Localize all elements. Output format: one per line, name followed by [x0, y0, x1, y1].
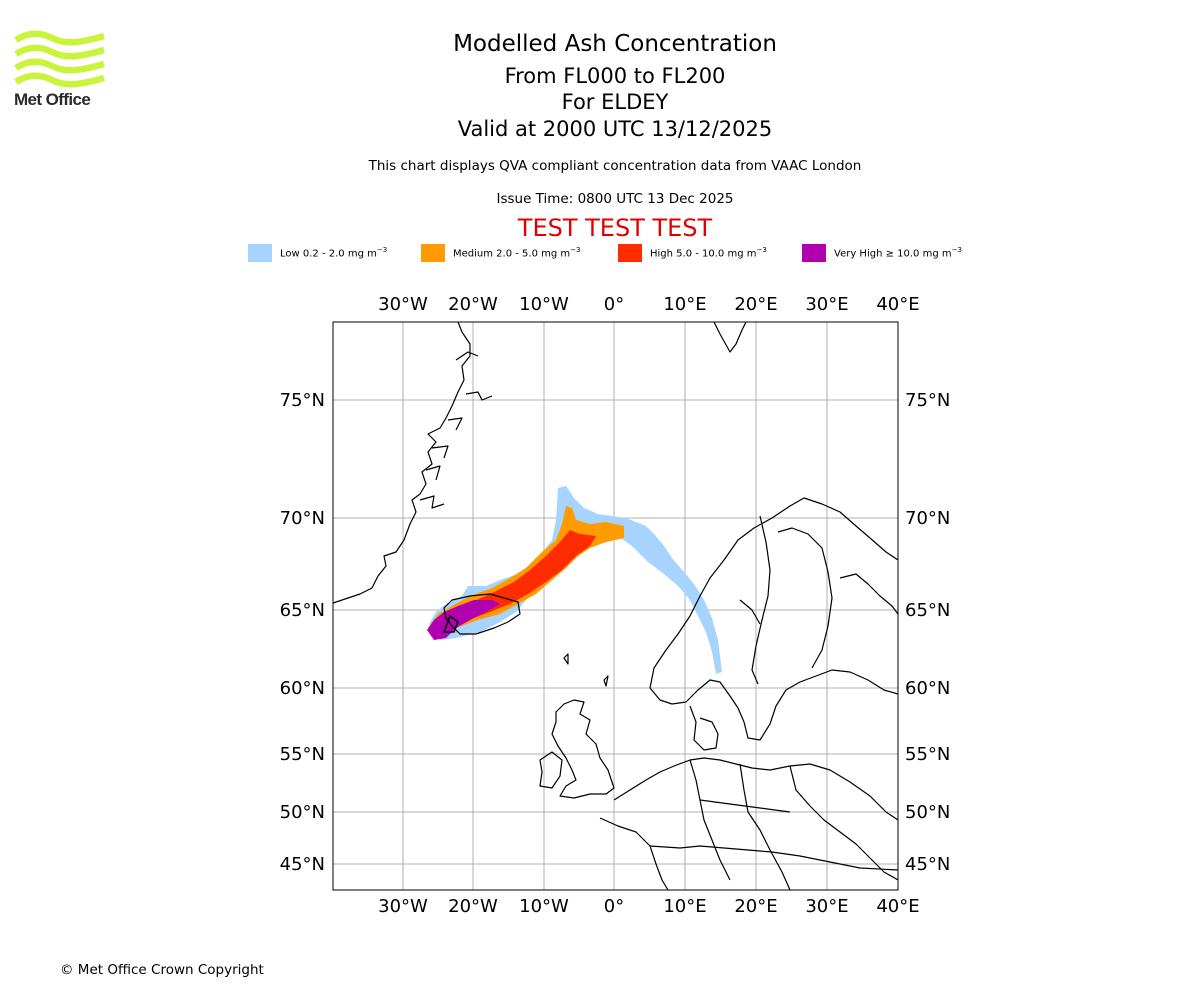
- lat-label: 65°N: [905, 600, 950, 621]
- level-range: From FL000 to FL200: [504, 64, 726, 88]
- lat-labels-left: 75°N 70°N 65°N 60°N 55°N 50°N 45°N: [280, 390, 325, 875]
- lon-labels-bottom: 30°W 20°W 10°W 0° 10°E 20°E 30°E 40°E: [378, 896, 919, 917]
- lat-labels-right: 75°N 70°N 65°N 60°N 55°N 50°N 45°N: [905, 390, 950, 875]
- lon-label: 20°W: [448, 294, 498, 315]
- lon-label: 40°E: [876, 294, 919, 315]
- ash-area-low: [429, 486, 722, 674]
- lon-label: 30°W: [378, 896, 428, 917]
- lon-label: 30°E: [805, 294, 848, 315]
- volcano-name: For ELDEY: [561, 90, 669, 114]
- copyright: © Met Office Crown Copyright: [60, 962, 264, 978]
- test-banner: TEST TEST TEST: [517, 214, 713, 242]
- lat-label: 70°N: [905, 508, 950, 529]
- lon-label: 20°E: [734, 896, 777, 917]
- legend-swatch-medium: [421, 244, 445, 262]
- ash-plume: [427, 486, 722, 674]
- lon-label: 10°W: [519, 294, 569, 315]
- lon-label: 20°E: [734, 294, 777, 315]
- coastlines: [333, 322, 898, 890]
- lat-label: 55°N: [905, 744, 950, 765]
- lat-label: 50°N: [905, 802, 950, 823]
- legend-label-medium: Medium 2.0 - 5.0 mg m−3: [453, 246, 581, 260]
- legend-label-high: High 5.0 - 10.0 mg m−3: [650, 246, 767, 260]
- lat-label: 75°N: [280, 390, 325, 411]
- chart-title: Modelled Ash Concentration: [453, 31, 777, 57]
- legend-label-low: Low 0.2 - 2.0 mg m−3: [280, 246, 388, 260]
- lon-label: 30°E: [805, 896, 848, 917]
- data-note: This chart displays QVA compliant concen…: [368, 158, 862, 174]
- legend-swatch-high: [618, 244, 642, 262]
- lat-label: 65°N: [280, 600, 325, 621]
- lon-label: 10°E: [663, 896, 706, 917]
- map-frame: [332, 321, 899, 891]
- lon-labels-top: 30°W 20°W 10°W 0° 10°E 20°E 30°E 40°E: [378, 294, 919, 315]
- lon-label: 40°E: [876, 896, 919, 917]
- lat-label: 45°N: [280, 854, 325, 875]
- lon-label: 0°: [604, 294, 624, 315]
- lat-label: 70°N: [280, 508, 325, 529]
- lon-label: 10°E: [663, 294, 706, 315]
- lon-label: 20°W: [448, 896, 498, 917]
- lat-label: 60°N: [280, 678, 325, 699]
- lat-label: 45°N: [905, 854, 950, 875]
- lat-label: 60°N: [905, 678, 950, 699]
- issue-time: Issue Time: 0800 UTC 13 Dec 2025: [496, 191, 734, 207]
- map-grid: [333, 322, 898, 890]
- lon-label: 0°: [604, 896, 624, 917]
- lat-label: 55°N: [280, 744, 325, 765]
- valid-time: Valid at 2000 UTC 13/12/2025: [457, 117, 773, 141]
- legend-swatch-very-high: [802, 244, 826, 262]
- lon-label: 30°W: [378, 294, 428, 315]
- lat-label: 50°N: [280, 802, 325, 823]
- legend-swatch-low: [248, 244, 272, 262]
- lon-label: 10°W: [519, 896, 569, 917]
- lat-label: 75°N: [905, 390, 950, 411]
- legend-label-very-high: Very High ≥ 10.0 mg m−3: [834, 246, 962, 260]
- logo-text: Met Office: [14, 90, 91, 109]
- met-office-logo-icon: [14, 30, 105, 88]
